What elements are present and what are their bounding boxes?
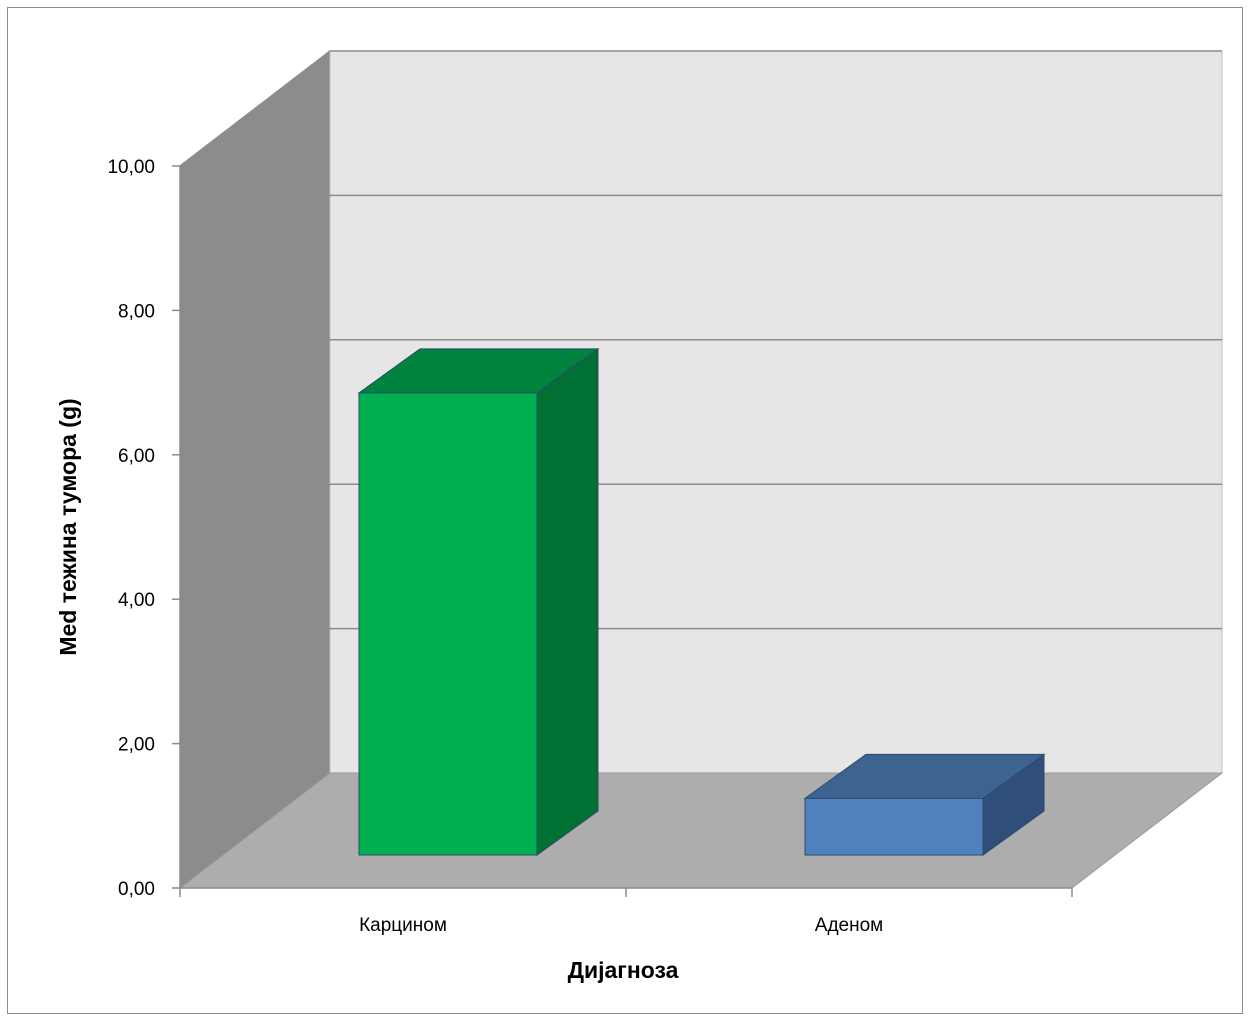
bar-front [358, 392, 538, 856]
y-tick-labels: 0,00 2,00 4,00 6,00 8,00 10,00 [107, 157, 155, 900]
x-axis-title: Дијагноза [568, 957, 679, 983]
bar-1 [357, 347, 600, 856]
y-tick-label: 2,00 [118, 735, 155, 756]
x-category-labels: Карцином Аденом [359, 915, 883, 936]
bar-front [804, 797, 984, 856]
bar-side [536, 347, 599, 856]
plot-walls [178, 49, 1224, 890]
gridline-side [179, 483, 331, 600]
gridline-side [179, 628, 331, 745]
floor [178, 772, 1224, 889]
y-axis-title: Med тежина тумора (g) [55, 398, 81, 655]
y-tick-label: 8,00 [118, 301, 155, 322]
gridline-side [179, 194, 331, 311]
y-tick-label: 0,00 [118, 879, 155, 900]
side-wall [179, 49, 331, 890]
y-tick-label: 6,00 [118, 446, 155, 467]
axes [172, 165, 1073, 897]
bars [357, 347, 1046, 856]
gridline-side [179, 339, 331, 456]
gridline-side [179, 50, 331, 167]
bar-2 [803, 753, 1046, 856]
y-tick-label: 10,00 [107, 157, 155, 178]
x-category-label: Карцином [359, 915, 447, 936]
y-tick-label: 4,00 [118, 590, 155, 611]
x-category-label: Аденом [815, 915, 883, 936]
